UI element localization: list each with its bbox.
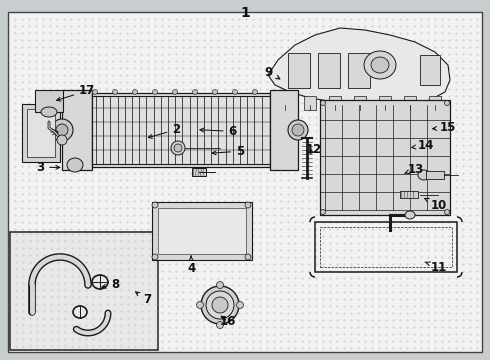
Bar — [429, 96, 441, 110]
Ellipse shape — [364, 51, 396, 79]
Bar — [22, 104, 60, 162]
Ellipse shape — [171, 141, 185, 155]
Ellipse shape — [232, 90, 238, 95]
Text: 3: 3 — [36, 161, 60, 174]
Ellipse shape — [237, 302, 244, 309]
Ellipse shape — [217, 321, 223, 328]
Bar — [320, 227, 452, 267]
Ellipse shape — [444, 100, 449, 105]
Ellipse shape — [193, 90, 197, 95]
Bar — [426, 171, 444, 179]
Bar — [35, 90, 63, 112]
Bar — [192, 168, 206, 176]
Ellipse shape — [217, 282, 223, 288]
Ellipse shape — [174, 144, 182, 152]
Bar — [62, 90, 92, 170]
Text: 1: 1 — [240, 6, 250, 19]
Bar — [400, 191, 418, 198]
Ellipse shape — [152, 254, 158, 260]
Bar — [379, 96, 391, 110]
Text: 15: 15 — [433, 121, 457, 134]
Bar — [152, 202, 252, 260]
Bar — [288, 53, 310, 88]
Bar — [318, 53, 340, 88]
Text: 11: 11 — [425, 261, 447, 274]
Ellipse shape — [56, 124, 68, 136]
Bar — [158, 208, 246, 254]
Text: 5: 5 — [212, 145, 244, 158]
Ellipse shape — [245, 254, 251, 260]
Bar — [315, 222, 457, 272]
Ellipse shape — [206, 291, 234, 319]
Ellipse shape — [212, 297, 228, 313]
Bar — [404, 96, 416, 110]
Ellipse shape — [245, 202, 251, 208]
Text: 4: 4 — [187, 256, 195, 275]
Ellipse shape — [67, 158, 83, 172]
Ellipse shape — [93, 90, 98, 95]
Ellipse shape — [288, 120, 308, 140]
Ellipse shape — [320, 210, 325, 215]
Text: 6: 6 — [200, 125, 237, 138]
Ellipse shape — [152, 90, 157, 95]
Text: 9: 9 — [265, 66, 280, 79]
Ellipse shape — [418, 170, 430, 180]
Text: 2: 2 — [148, 123, 180, 138]
Ellipse shape — [252, 90, 258, 95]
Ellipse shape — [41, 107, 57, 117]
Ellipse shape — [152, 202, 158, 208]
Ellipse shape — [292, 124, 304, 136]
Text: 16: 16 — [220, 315, 236, 328]
Ellipse shape — [405, 211, 415, 219]
Bar — [270, 90, 298, 170]
Bar — [92, 93, 270, 167]
Bar — [10, 232, 158, 350]
Bar — [420, 55, 440, 85]
Ellipse shape — [371, 57, 389, 73]
Ellipse shape — [57, 135, 67, 145]
Text: 13: 13 — [405, 163, 424, 176]
Bar — [354, 96, 366, 110]
Ellipse shape — [196, 302, 203, 309]
Bar — [348, 53, 370, 88]
Text: 14: 14 — [412, 139, 435, 152]
Bar — [304, 96, 316, 110]
Ellipse shape — [201, 286, 239, 324]
Ellipse shape — [113, 90, 118, 95]
Bar — [329, 96, 341, 110]
Ellipse shape — [213, 90, 218, 95]
Ellipse shape — [132, 90, 138, 95]
Bar — [320, 100, 450, 215]
Bar — [27, 109, 55, 157]
Ellipse shape — [172, 90, 177, 95]
Text: 10: 10 — [425, 198, 447, 212]
Text: 7: 7 — [136, 292, 151, 306]
Text: 17: 17 — [57, 84, 96, 101]
Ellipse shape — [51, 119, 73, 141]
Ellipse shape — [444, 210, 449, 215]
Bar — [279, 96, 291, 110]
Polygon shape — [268, 28, 450, 108]
Text: 8: 8 — [102, 278, 119, 291]
Text: 12: 12 — [305, 143, 322, 156]
Ellipse shape — [320, 100, 325, 105]
